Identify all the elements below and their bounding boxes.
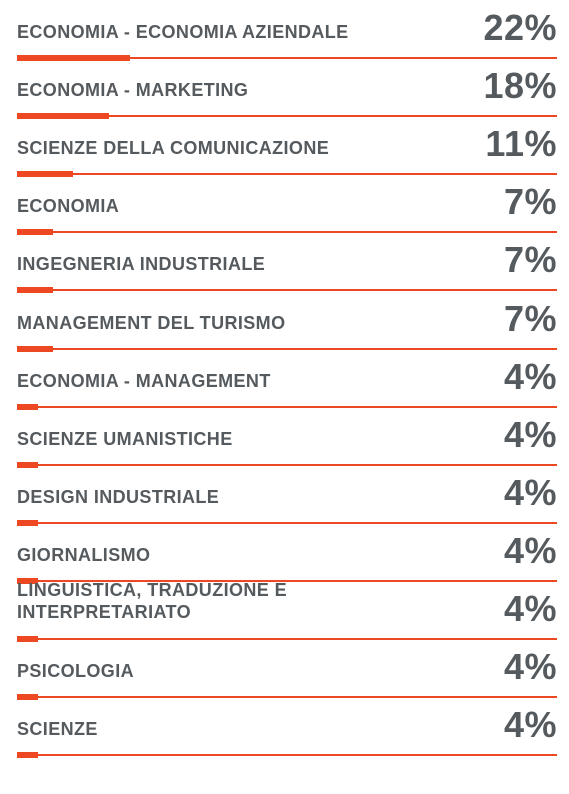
bar: [17, 229, 53, 235]
value-label: 22%: [483, 7, 557, 48]
bar: [17, 520, 38, 526]
bar: [17, 346, 53, 352]
bar: [17, 694, 38, 700]
chart-row: SCIENZE 4%: [17, 694, 557, 745]
bar-track: [17, 406, 557, 408]
value-label: 4%: [503, 414, 557, 455]
value-label: 4%: [503, 704, 557, 745]
chart-row: MANAGEMENT DEL TURISMO 7%: [17, 288, 557, 339]
category-label: PSICOLOGIA: [17, 661, 135, 681]
chart-row: SCIENZE UMANISTICHE 4%: [17, 404, 557, 455]
category-label: SCIENZE DELLA COMUNICAZIONE: [17, 138, 330, 158]
bar-track: [17, 115, 557, 117]
chart-row: SCIENZE DELLA COMUNICAZIONE 11%: [17, 113, 557, 164]
bar-track: [17, 231, 557, 233]
bar-track: [17, 696, 557, 698]
bar-track: [17, 173, 557, 175]
bar: [17, 636, 38, 642]
category-label: MANAGEMENT DEL TURISMO: [17, 313, 286, 333]
category-label: ECONOMIA - ECONOMIA AZIENDALE: [17, 22, 349, 42]
bar-track: [17, 580, 557, 582]
bar: [17, 287, 53, 293]
bar: [17, 578, 38, 584]
chart-row: ECONOMIA - MARKETING 18%: [17, 55, 557, 106]
chart-row: GIORNALISMO 4%: [17, 520, 557, 571]
bar: [17, 113, 109, 119]
category-label: ECONOMIA: [17, 196, 120, 216]
bar: [17, 752, 38, 758]
value-label: 11%: [485, 123, 557, 164]
value-label: 7%: [503, 181, 557, 222]
value-label: 4%: [503, 472, 557, 513]
value-label: 4%: [503, 646, 557, 687]
chart-row: ECONOMIA 7%: [17, 171, 557, 222]
chart-row: DESIGN INDUSTRIALE 4%: [17, 462, 557, 513]
chart-row: ECONOMIA - MANAGEMENT 4%: [17, 346, 557, 397]
bar-track: [17, 289, 557, 291]
bar: [17, 171, 73, 177]
category-label: SCIENZE UMANISTICHE: [17, 429, 233, 449]
value-label: 4%: [503, 530, 557, 571]
chart-row: ECONOMIA - ECONOMIA AZIENDALE 22%: [17, 0, 557, 48]
bar-track: [17, 754, 557, 756]
category-label: DESIGN INDUSTRIALE: [17, 487, 220, 507]
category-label: INGEGNERIA INDUSTRIALE: [17, 254, 266, 274]
bar-track: [17, 57, 557, 59]
bar: [17, 55, 130, 61]
value-label: 7%: [503, 298, 557, 339]
value-label: 4%: [503, 356, 557, 397]
value-label: 18%: [483, 65, 557, 106]
category-label: GIORNALISMO: [17, 545, 151, 565]
category-label: LINGUISTICA, TRADUZIONE E INTERPRETARIATO: [17, 580, 287, 622]
value-label: 4%: [503, 588, 557, 629]
bar-track: [17, 464, 557, 466]
category-label: SCIENZE: [17, 719, 98, 739]
bar: [17, 404, 38, 410]
bar-track: [17, 522, 557, 524]
value-label: 7%: [503, 239, 557, 280]
bar-track: [17, 348, 557, 350]
category-label: ECONOMIA - MARKETING: [17, 80, 249, 100]
chart-row: PSICOLOGIA 4%: [17, 636, 557, 687]
bar-track: [17, 638, 557, 640]
chart-row: INGEGNERIA INDUSTRIALE 7%: [17, 229, 557, 280]
bar: [17, 462, 38, 468]
category-label: ECONOMIA - MANAGEMENT: [17, 371, 271, 391]
chart-row: LINGUISTICA, TRADUZIONE E INTERPRETARIATO…: [17, 578, 557, 629]
